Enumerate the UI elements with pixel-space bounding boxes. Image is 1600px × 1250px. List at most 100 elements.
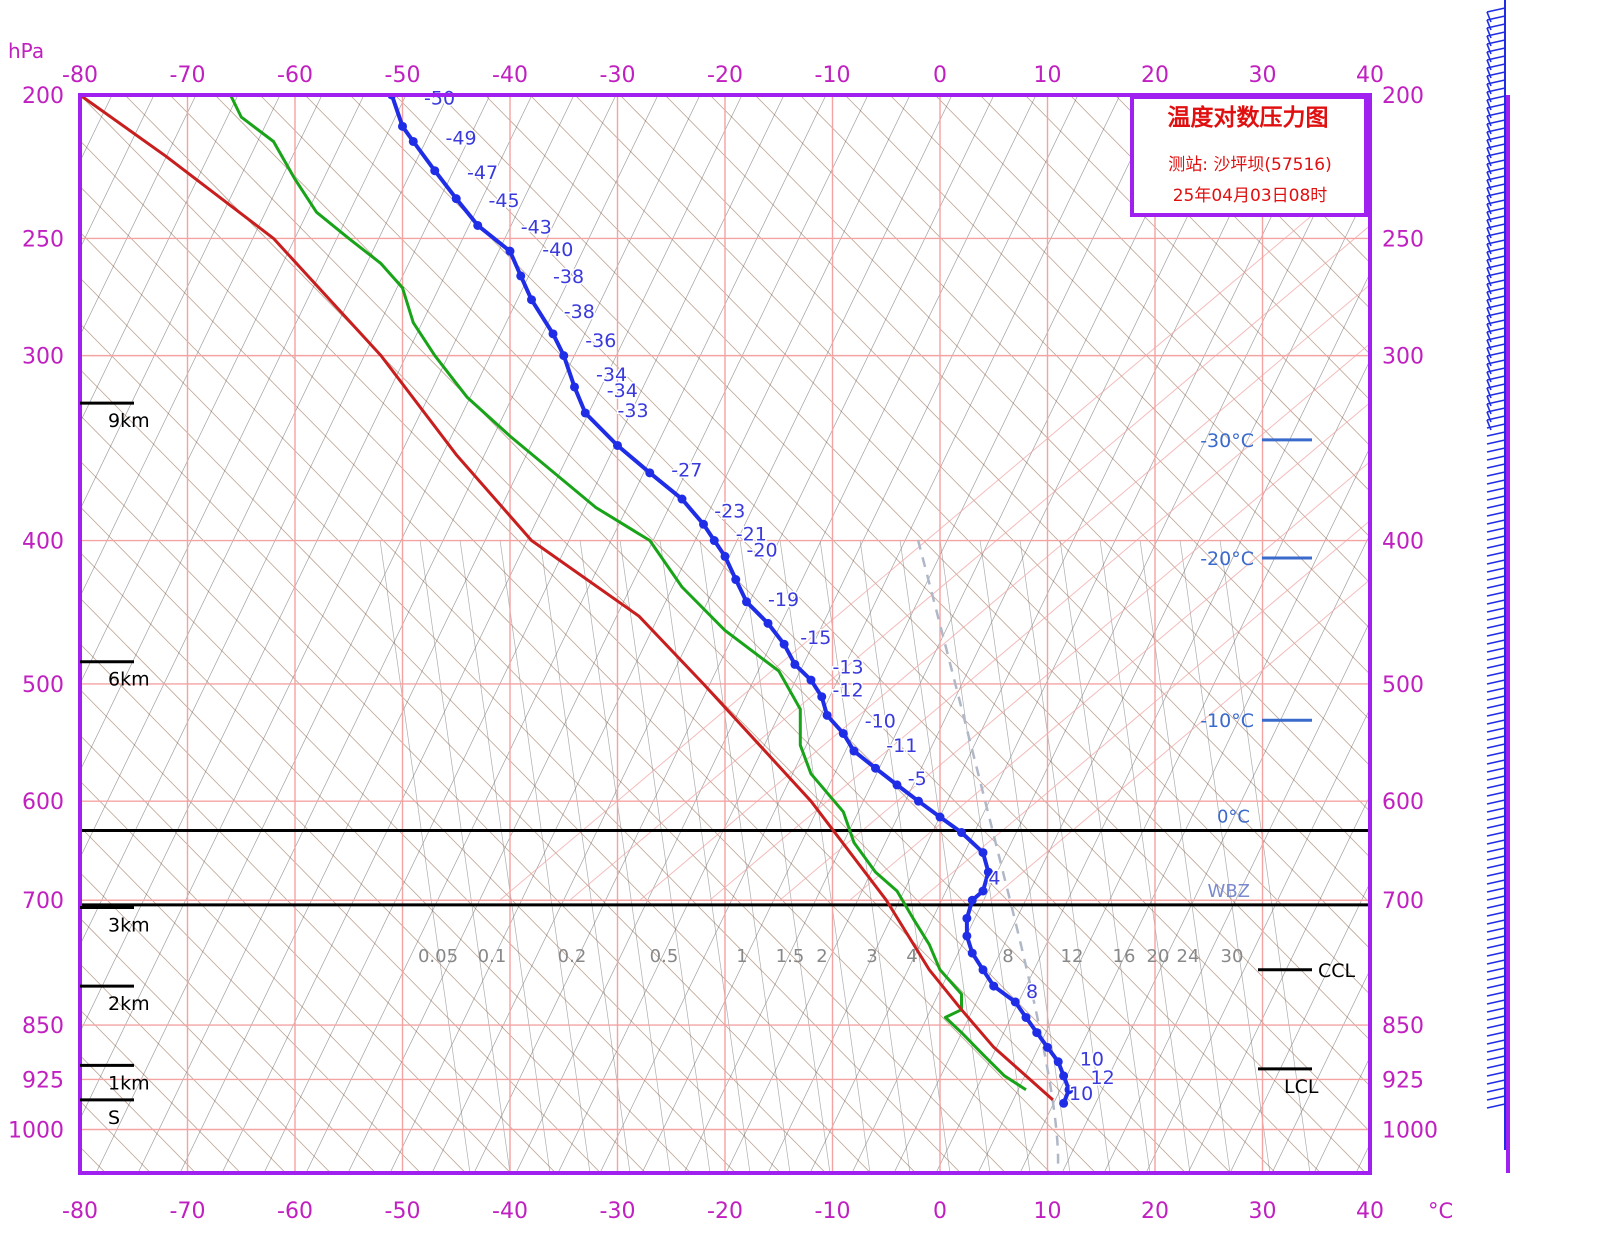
isotherm-skew-line — [779, 401, 1370, 901]
wind-barb — [1486, 207, 1506, 213]
wind-barb-feather — [1486, 371, 1492, 383]
adiabat-line — [80, 871, 377, 1173]
temperature-point — [451, 194, 461, 204]
mixing-ratio-line — [1099, 539, 1191, 1173]
temp-tick-top: -10 — [815, 63, 851, 88]
adiabat-line — [1159, 95, 1370, 310]
temperature-point — [978, 965, 988, 975]
wind-barb-feather — [1486, 203, 1492, 215]
moist-adiabat-line — [221, 95, 743, 1173]
wind-barb — [1486, 1063, 1506, 1069]
wind-barb-feather — [1486, 339, 1492, 351]
mixing-ratio-line — [979, 539, 1071, 1173]
adiabat-line — [80, 323, 917, 1173]
wind-barb — [1486, 615, 1506, 621]
temperature-point — [720, 551, 730, 561]
wind-barb — [1486, 63, 1506, 69]
wind-barb — [1486, 15, 1506, 21]
wind-barb — [1486, 87, 1506, 93]
moist-adiabat-line — [599, 95, 1121, 1173]
temp-tick-bottom: -10 — [815, 1199, 851, 1224]
temperature-label: -40 — [542, 239, 573, 261]
mixing-ratio-line — [459, 539, 551, 1173]
pressure-tick-right: 400 — [1382, 530, 1424, 555]
wind-barb — [1486, 39, 1506, 45]
wind-barb — [1486, 103, 1506, 109]
moist-adiabat-line — [977, 359, 1370, 1173]
temp-tick-bottom: -40 — [492, 1199, 528, 1224]
adiabat-line — [80, 414, 827, 1173]
temperature-label: -38 — [564, 301, 595, 323]
wind-barb — [1486, 687, 1506, 693]
temperature-label: -43 — [521, 216, 552, 238]
pressure-tick-right: 925 — [1382, 1068, 1424, 1093]
temp-tick-bottom: 10 — [1034, 1199, 1062, 1224]
wind-barb — [1486, 607, 1506, 613]
wind-barb — [1486, 175, 1506, 181]
wind-barb-feather — [1486, 267, 1492, 279]
adiabat-line — [394, 95, 1370, 1087]
temperature-point — [978, 886, 988, 896]
wind-barb — [1486, 1031, 1506, 1037]
temp-tick-bottom: 30 — [1249, 1199, 1277, 1224]
moist-adiabat-line — [80, 95, 365, 685]
adiabat-line — [80, 597, 647, 1173]
temp-tick-top: -80 — [62, 63, 98, 88]
temperature-point — [849, 746, 859, 756]
mixing-ratio-line — [659, 539, 751, 1173]
pressure-tick-right: 1000 — [1382, 1119, 1438, 1144]
temp-tick-bottom: 20 — [1141, 1199, 1169, 1224]
temp-tick-top: -20 — [707, 63, 743, 88]
wind-barb — [1486, 55, 1506, 61]
wind-barb-feather — [1486, 187, 1492, 199]
wind-barb-feather — [1486, 251, 1492, 263]
wind-barb — [1486, 543, 1506, 549]
wind-barb — [1486, 535, 1506, 541]
temperature-point — [914, 796, 923, 806]
temperature-point — [516, 271, 526, 281]
temperature-point — [1043, 1042, 1052, 1052]
temp-tick-bottom: 0 — [933, 1199, 947, 1224]
wind-barb — [1486, 23, 1506, 29]
temperature-label: -50 — [424, 88, 455, 110]
temperature-point — [935, 812, 945, 822]
temp-tick-top: 20 — [1141, 63, 1169, 88]
temperature-label: -15 — [800, 627, 831, 649]
adiabat-line — [80, 963, 287, 1173]
pressure-tick-left: 500 — [22, 673, 64, 698]
pressure-tick-right: 200 — [1382, 84, 1424, 109]
adiabat-line — [844, 95, 1370, 630]
wind-barb-feather — [1486, 379, 1492, 391]
wind-barb-feather — [1486, 347, 1492, 359]
adiabat-line — [889, 95, 1370, 584]
adiabat-line — [439, 95, 1370, 1041]
adiabat-line — [80, 95, 1142, 1173]
wind-barb — [1486, 487, 1506, 493]
mixing-ratio-line — [419, 539, 511, 1173]
wind-barb — [1486, 703, 1506, 709]
mixing-ratio-label: 0.1 — [478, 946, 507, 967]
wind-barb-feather — [1486, 19, 1492, 31]
wind-barb — [1486, 79, 1506, 85]
wind-barb — [1486, 151, 1506, 157]
wind-barb-feather — [1486, 219, 1492, 231]
wind-barb — [1486, 839, 1506, 845]
wind-barb — [1486, 879, 1506, 885]
temp-tick-bottom: -80 — [62, 1199, 98, 1224]
wind-barb — [1486, 383, 1506, 389]
temperature-point — [408, 136, 418, 146]
wind-barb — [1486, 111, 1506, 117]
mixing-ratio-line — [379, 539, 471, 1173]
moist-adiabat-line — [347, 95, 869, 1173]
wind-barb — [1486, 447, 1506, 453]
wind-barb — [1486, 727, 1506, 733]
wind-barb — [1486, 367, 1506, 373]
temp-tick-bottom: -60 — [277, 1199, 313, 1224]
moist-adiabat-line — [95, 95, 617, 1173]
wind-barb — [1486, 719, 1506, 725]
mixing-ratio-label: 2 — [816, 946, 827, 967]
temperature-point — [677, 494, 687, 504]
level-label: 0°C — [1217, 806, 1250, 827]
time-line: 25年04月03日08时 — [1173, 186, 1328, 206]
